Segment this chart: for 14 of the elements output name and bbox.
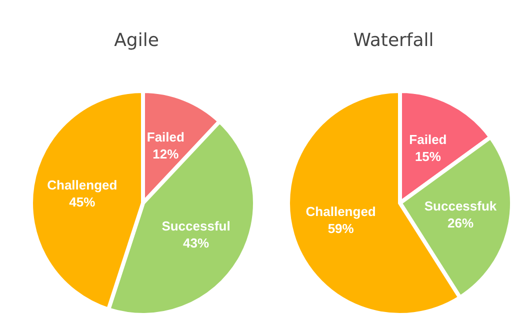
data-label: 26% <box>447 216 474 231</box>
slice-label: Successful <box>162 218 230 234</box>
slice-label: Challenged <box>47 177 118 192</box>
data-label: 45% <box>69 194 96 210</box>
data-label: 43% <box>183 235 210 250</box>
slice-label: Failed <box>146 130 185 145</box>
chart-title: Waterfall <box>352 30 435 51</box>
slice-label: Challenged <box>306 204 376 220</box>
data-label: 15% <box>414 149 442 164</box>
data-label: 59% <box>328 221 354 236</box>
slice-label: Failed <box>409 132 447 148</box>
slice-label: Successfuk <box>424 198 498 214</box>
data-label: 12% <box>152 146 180 162</box>
chart-title: Agile <box>113 30 160 51</box>
